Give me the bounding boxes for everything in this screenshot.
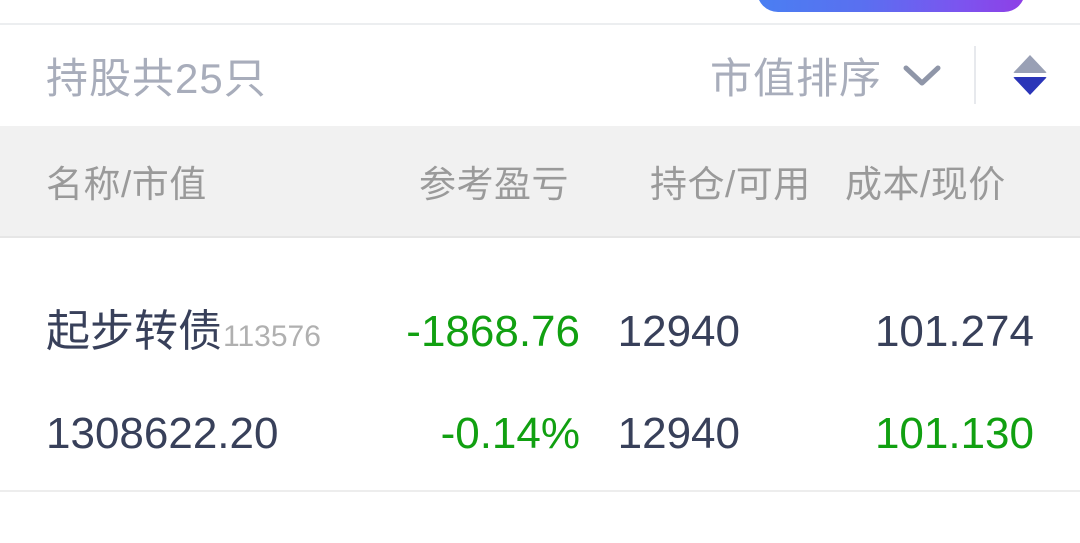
sort-label: 市值排序 bbox=[709, 54, 882, 102]
available-qty: 12940 bbox=[617, 409, 740, 458]
column-header-position: 持仓/可用 bbox=[650, 164, 811, 205]
sort-descending-icon bbox=[1013, 77, 1047, 95]
pnl-percent: -0.14% bbox=[440, 409, 580, 458]
column-header-bar: 名称/市值 参考盈亏 持仓/可用 成本/现价 bbox=[0, 126, 1080, 238]
row-line-primary: 起步转债113576 -1868.76 12940 101.274 bbox=[0, 282, 1080, 382]
cost-price: 101.274 bbox=[874, 307, 1034, 356]
bottom-empty-space bbox=[0, 492, 1080, 543]
column-header-pnl: 参考盈亏 bbox=[419, 164, 569, 205]
sort-dropdown[interactable]: 市值排序 bbox=[710, 45, 944, 106]
chevron-down-icon bbox=[900, 61, 944, 89]
row-line-secondary: 1308622.20 -0.14% 12940 101.130 bbox=[0, 384, 1080, 484]
sort-ascending-icon bbox=[1013, 55, 1047, 73]
stock-code: 113576 bbox=[223, 320, 321, 353]
gradient-action-button[interactable] bbox=[757, 0, 1025, 12]
holdings-count-label: 持股共25只 bbox=[46, 54, 267, 102]
market-value: 1308622.20 bbox=[46, 409, 279, 458]
column-header-cost: 成本/现价 bbox=[845, 164, 1006, 205]
sort-toggle-icon[interactable] bbox=[1008, 55, 1058, 95]
holdings-list: 起步转债113576 -1868.76 12940 101.274 130862… bbox=[0, 238, 1080, 492]
current-price: 101.130 bbox=[874, 409, 1034, 458]
column-header-name: 名称/市值 bbox=[46, 164, 207, 205]
pnl-amount: -1868.76 bbox=[406, 307, 580, 356]
table-row[interactable]: 起步转债113576 -1868.76 12940 101.274 130862… bbox=[0, 238, 1080, 492]
top-divider bbox=[0, 23, 1080, 25]
stock-name: 起步转债 bbox=[46, 307, 222, 356]
stock-name-cell: 起步转债113576 bbox=[46, 282, 321, 387]
sort-area: 市值排序 bbox=[710, 25, 1058, 125]
top-strip bbox=[0, 0, 1080, 24]
list-header: 持股共25只 市值排序 bbox=[0, 25, 1080, 125]
position-qty: 12940 bbox=[617, 307, 740, 356]
sort-divider bbox=[974, 46, 976, 104]
